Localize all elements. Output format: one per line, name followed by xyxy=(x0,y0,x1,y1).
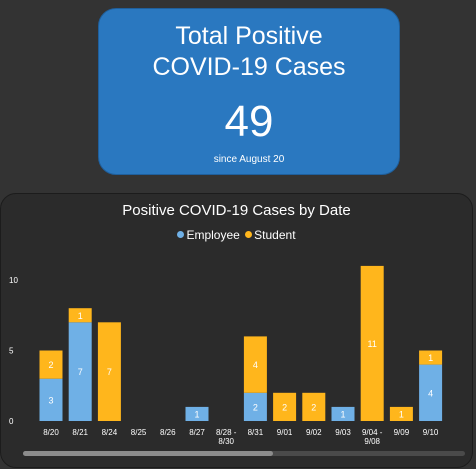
data-label: 4 xyxy=(428,388,433,398)
bar-employee xyxy=(243,392,267,421)
data-label: 2 xyxy=(48,360,53,370)
data-label: 4 xyxy=(253,360,258,370)
data-label: 1 xyxy=(428,353,433,363)
x-tick-label: 9/02 xyxy=(306,428,322,437)
chart-legend: Employee Student xyxy=(1,227,472,242)
total-cases-value: 49 xyxy=(224,97,274,146)
since-date-label: since August 20 xyxy=(213,154,285,165)
bar-student xyxy=(243,336,267,393)
card-title-line2: COVID-19 Cases xyxy=(152,53,346,81)
legend-label-student: Student xyxy=(254,227,296,242)
x-tick-label: 8/21 xyxy=(72,428,88,437)
bar-chart: 0 5 10 3 2 8/20 7 1 8/21 7 8/24 8/25 8/26 1 8/27 8/28 -… xyxy=(9,265,443,446)
employee-legend-dot-icon xyxy=(177,231,185,238)
x-tick-label: 9/08 xyxy=(364,437,380,446)
bar-employee xyxy=(39,378,63,421)
legend-item-employee[interactable]: Employee xyxy=(177,227,240,242)
bar-student xyxy=(273,392,297,421)
data-label: 1 xyxy=(78,311,83,321)
data-label: 1 xyxy=(399,409,404,419)
data-label: 2 xyxy=(253,402,258,412)
x-tick-label: 9/04 - xyxy=(362,428,383,437)
x-tick-label: 8/28 - xyxy=(216,428,237,437)
bar-employee xyxy=(331,406,355,421)
bar-student xyxy=(360,265,384,421)
data-label: 7 xyxy=(78,367,83,377)
data-label: 7 xyxy=(107,367,112,377)
x-tick-label: 8/20 xyxy=(43,428,59,437)
legend-label-employee: Employee xyxy=(186,227,240,242)
horizontal-scrollbar[interactable] xyxy=(23,451,465,456)
bar-student xyxy=(302,392,326,421)
bar-employee xyxy=(185,406,209,421)
data-label: 2 xyxy=(311,402,316,412)
total-cases-card: Total Positive COVID-19 Cases 49 since A… xyxy=(98,8,400,175)
x-tick-label: 8/26 xyxy=(160,428,176,437)
card-title: Total Positive COVID-19 Cases xyxy=(99,21,399,83)
x-tick-label: 8/27 xyxy=(189,428,205,437)
data-label: 11 xyxy=(368,339,377,349)
chart-title: Positive COVID-19 Cases by Date xyxy=(122,202,351,219)
x-tick-label: 8/31 xyxy=(248,428,264,437)
x-tick-label: 9/09 xyxy=(394,428,410,437)
bar-employee xyxy=(68,322,92,421)
student-legend-dot-icon xyxy=(245,231,253,238)
legend-item-student[interactable]: Student xyxy=(245,227,296,242)
data-label: 3 xyxy=(48,395,53,405)
bar-student xyxy=(68,308,92,323)
x-tick-label: 8/24 xyxy=(102,428,118,437)
scrollbar-thumb[interactable] xyxy=(23,451,273,456)
bar-student xyxy=(419,350,443,365)
data-label: 1 xyxy=(340,409,345,419)
y-tick-label: 10 xyxy=(9,276,18,285)
x-tick-label: 8/25 xyxy=(131,428,147,437)
bar-student xyxy=(39,350,63,379)
y-tick-label: 0 xyxy=(9,417,14,426)
bar-student xyxy=(97,322,121,421)
bar-student xyxy=(389,406,413,421)
data-label: 1 xyxy=(194,409,199,419)
bar-employee xyxy=(419,364,443,421)
card-title-line1: Total Positive xyxy=(175,22,323,50)
x-tick-label: 8/30 xyxy=(218,437,234,446)
x-tick-label: 9/10 xyxy=(423,428,439,437)
y-tick-label: 5 xyxy=(9,347,14,356)
data-label: 2 xyxy=(282,402,287,412)
chart-panel: Positive COVID-19 Cases by Date Employee… xyxy=(0,193,473,468)
x-tick-label: 9/01 xyxy=(277,428,293,437)
x-tick-label: 9/03 xyxy=(335,428,351,437)
